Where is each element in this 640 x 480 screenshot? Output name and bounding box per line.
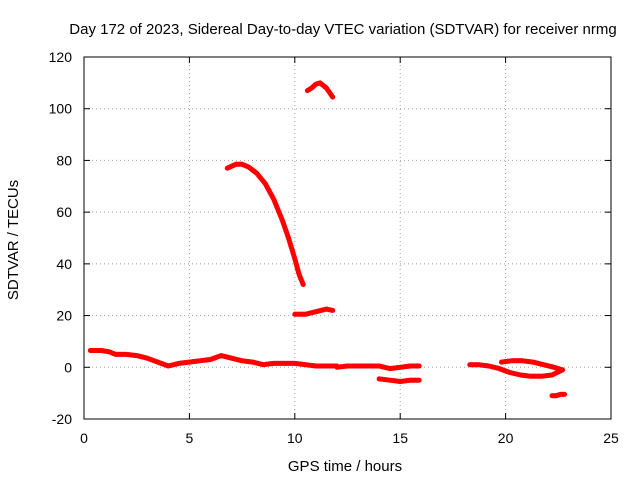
x-axis-title: GPS time / hours — [288, 458, 402, 475]
y-tick-label: 40 — [56, 256, 72, 272]
series-line-track-1 — [87, 348, 340, 369]
series-line-track-5 — [292, 306, 336, 317]
x-tick-label: 20 — [498, 430, 514, 446]
series-jitter-track-1 — [89, 348, 338, 365]
chart-title: Day 172 of 2023, Sidereal Day-to-day VTE… — [69, 21, 616, 38]
series-jitter-track-2 — [336, 363, 420, 368]
ticks — [83, 56, 612, 420]
series-line-track-9 — [549, 391, 568, 399]
series-jitter-track-6 — [306, 80, 334, 96]
x-tick-label: 5 — [186, 430, 194, 446]
y-tick-label: -20 — [52, 411, 72, 427]
grid — [84, 57, 611, 419]
series-jitter-track-4 — [226, 161, 304, 283]
series-jitter-track-9 — [551, 391, 566, 395]
x-tick-label: 25 — [603, 430, 619, 446]
tick-labels: 0 5 10 15 20 25 -20 0 20 40 60 80 100 120 — [49, 49, 619, 446]
y-tick-label: 100 — [49, 101, 73, 117]
series-line-track-4 — [224, 161, 306, 287]
series-jitter-track-5 — [294, 306, 334, 313]
y-tick-label: 20 — [56, 308, 72, 324]
y-axis-title: SDTVAR / TECUs — [5, 180, 22, 300]
y-tick-label: 80 — [56, 152, 72, 168]
y-tick-label: 60 — [56, 204, 72, 220]
y-tick-label: 120 — [49, 49, 73, 65]
series-jitter-track-3 — [378, 376, 420, 380]
series-group — [87, 80, 568, 399]
y-tick-label: 0 — [64, 359, 72, 375]
series-line-track-7 — [467, 362, 565, 379]
x-tick-label: 15 — [392, 430, 408, 446]
series-line-track-8 — [498, 358, 565, 373]
series-line-track-6 — [304, 80, 336, 100]
series-line-track-3 — [376, 376, 422, 384]
series-jitter-track-7 — [469, 362, 563, 375]
x-tick-label: 0 — [80, 430, 88, 446]
series-line-track-2 — [334, 363, 422, 372]
plot-frame — [83, 56, 612, 420]
x-tick-label: 10 — [287, 430, 303, 446]
